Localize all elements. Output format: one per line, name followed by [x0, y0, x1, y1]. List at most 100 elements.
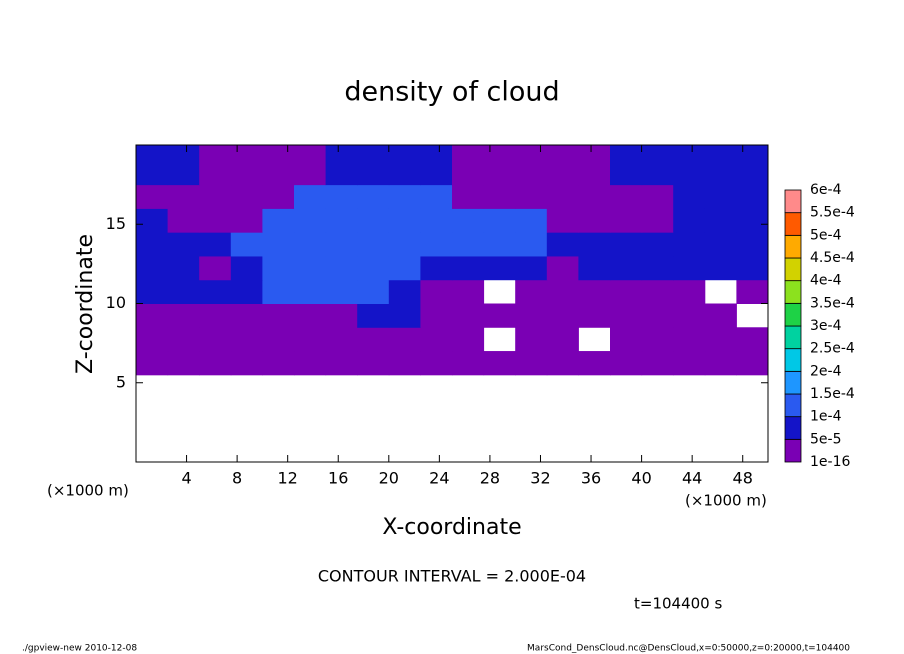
contour-cell [388, 184, 421, 209]
contour-cell [388, 303, 421, 328]
contour-cell [262, 351, 295, 376]
contour-cell [420, 327, 453, 352]
contour-cell [357, 184, 390, 209]
colorbar-label: 5e-5 [810, 431, 841, 447]
x-tick-label: 32 [530, 469, 550, 488]
contour-cell [167, 208, 200, 233]
contour-cell [357, 327, 390, 352]
contour-cell [515, 279, 548, 304]
contour-cell [262, 145, 295, 186]
contour-cell [230, 232, 263, 257]
contour-cell [262, 184, 295, 209]
contour-cell [388, 351, 421, 376]
contour-cell [704, 351, 737, 376]
contour-cell [483, 232, 516, 257]
y-tick-label: 5 [116, 372, 126, 391]
contour-cell [610, 327, 643, 352]
contour-cell [452, 303, 485, 328]
x-tick-label: 24 [429, 469, 449, 488]
contour-cell [610, 232, 643, 257]
contour-interval: CONTOUR INTERVAL = 2.000E-04 [318, 567, 586, 586]
contour-cell [199, 208, 232, 233]
contour-cell [294, 255, 327, 281]
colorbar-band [784, 234, 802, 259]
x-unit-label: (×1000 m) [685, 492, 767, 510]
contour-cell [546, 232, 579, 257]
contour-cell [641, 232, 674, 257]
contour-cell [452, 232, 485, 257]
contour-cell [641, 327, 674, 352]
contour-cell [199, 351, 232, 376]
contour-cell [136, 208, 169, 233]
contour-cell [673, 303, 706, 328]
colorbar-label: 1.5e-4 [810, 386, 855, 402]
contour-cell [230, 351, 263, 376]
contour-cell [610, 184, 643, 209]
contour-cell [578, 184, 611, 209]
footer: ./gpview-new 2010-12-08 [22, 644, 137, 654]
x-tick-label: 8 [232, 469, 242, 488]
contour-cell [515, 351, 548, 376]
contour-cell [388, 208, 421, 233]
contour-cell [420, 279, 453, 304]
contour-cell [230, 184, 263, 209]
contour-cell [325, 184, 358, 209]
contour-cell [325, 232, 358, 257]
contour-cell [357, 351, 390, 376]
contour-cell [483, 184, 516, 209]
contour-cell [230, 327, 263, 352]
contour-cell [546, 303, 579, 328]
contour-cell [546, 184, 579, 209]
contour-cell [610, 255, 643, 281]
contour-cell [641, 303, 674, 328]
x-tick-label: 12 [278, 469, 298, 488]
contour-cell [294, 279, 327, 304]
contour-cell [136, 303, 169, 328]
contour-cell [673, 351, 706, 376]
contour-cell [704, 145, 737, 186]
colorbar-label: 3.5e-4 [810, 295, 855, 311]
contour-cell [610, 208, 643, 233]
contour-cell [704, 184, 737, 209]
colorbar-label: 3e-4 [810, 318, 842, 334]
contour-cell [578, 232, 611, 257]
contour-cell [673, 145, 706, 186]
contour-cell [546, 145, 579, 186]
contour-cell [641, 279, 674, 304]
contour-cell [294, 184, 327, 209]
contour-cell [136, 184, 169, 209]
footer: MarsCond_DensCloud.nc@DensCloud,x=0:5000… [527, 644, 850, 654]
contour-cell [357, 145, 390, 186]
contour-cell [262, 303, 295, 328]
contour-cell [136, 145, 169, 186]
colorbar-band [784, 302, 802, 327]
contour-cell [610, 145, 643, 186]
contour-cell [199, 255, 232, 281]
colorbar-band [784, 257, 802, 282]
contour-cell [262, 208, 295, 233]
colorbar-band [784, 280, 802, 304]
contour-cell [452, 327, 485, 352]
contour-cell [610, 351, 643, 376]
contour-cell [483, 303, 516, 328]
x-tick-label: 20 [379, 469, 399, 488]
contour-cell [452, 208, 485, 233]
colorbar-label: 1e-4 [810, 409, 842, 425]
contour-cell [388, 327, 421, 352]
x-tick-label: 36 [581, 469, 601, 488]
x-tick-label: 16 [328, 469, 348, 488]
contour-cell [167, 184, 200, 209]
contour-cell [452, 351, 485, 376]
contour-cell [388, 232, 421, 257]
contour-cell [578, 279, 611, 304]
contour-cell [294, 303, 327, 328]
contour-cell [136, 327, 169, 352]
contour-cell [736, 255, 769, 281]
colorbar-label: 5.5e-4 [810, 205, 855, 221]
contour-cell [641, 351, 674, 376]
contour-cell [294, 327, 327, 352]
contour-cell [420, 232, 453, 257]
contour-cell [578, 351, 611, 376]
contour-cell [262, 279, 295, 304]
contour-cell [546, 255, 579, 281]
